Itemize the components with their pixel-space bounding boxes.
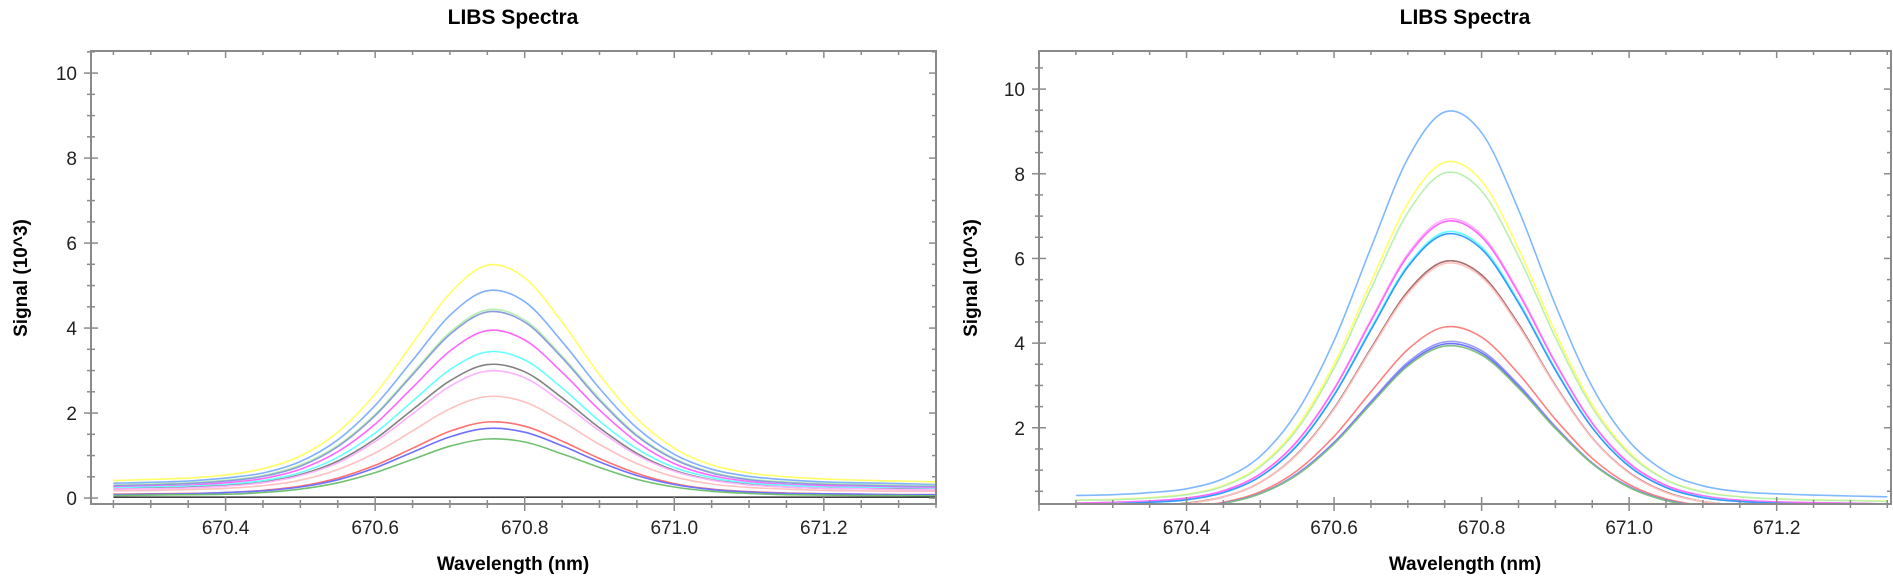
spectrum-line-7 — [1075, 232, 1870, 504]
spectrum-line-1 — [113, 263, 936, 483]
spectrum-line-2 — [1075, 160, 1888, 502]
spectrum-line-10 — [1171, 262, 1734, 504]
y-tick-label: 8 — [1014, 165, 1025, 186]
x-tick-label: 670.4 — [1163, 518, 1211, 539]
plot-area: 2 4 6 8 10 670.4 670.6 670.8 671.0 671.2 — [1004, 50, 1892, 539]
x-tick-label: 671.0 — [1605, 518, 1653, 539]
spectrum-line-1 — [1075, 110, 1888, 498]
spectrum-line-3 — [113, 308, 936, 487]
spectrum-line-13 — [1214, 342, 1690, 504]
x-tick-label: 670.6 — [351, 518, 399, 539]
plot-frame — [1038, 50, 1892, 505]
spectrum-line-4 — [1075, 217, 1888, 504]
spectrum-line-5 — [1075, 220, 1888, 504]
y-tick-label: 4 — [66, 319, 77, 340]
spectrum-line-9 — [113, 395, 936, 493]
x-tick-label: 670.8 — [1458, 518, 1506, 539]
spectrum-line-2 — [113, 289, 936, 486]
x-tick-label: 670.6 — [1310, 518, 1358, 539]
y-tick-label: 8 — [66, 149, 77, 170]
spectrum-line-6 — [1075, 230, 1870, 504]
spectrum-line-11 — [1209, 325, 1697, 504]
spectrum-line-12 — [1214, 340, 1692, 504]
spectrum-line-3 — [1075, 171, 1888, 503]
y-tick-label: 4 — [1014, 334, 1025, 355]
y-tick-label: 2 — [1014, 419, 1025, 440]
y-tick-label: 6 — [66, 234, 77, 255]
plot-frame — [90, 50, 937, 505]
x-tick-label: 671.2 — [800, 518, 848, 539]
x-tick-label: 671.0 — [651, 518, 699, 539]
plot-area: 0 2 4 6 8 10 670.4 670.6 670.8 671.0 671.2 — [56, 50, 937, 539]
chart-title: LIBS Spectra — [448, 6, 579, 29]
y-tick-label: 6 — [1014, 249, 1025, 270]
y-axis-label: Signal (10^3) — [11, 219, 32, 337]
spectrum-line-14 — [1216, 344, 1689, 504]
spectrum-line-5 — [113, 329, 936, 489]
spectrum-line-11 — [113, 427, 936, 496]
chart-title: LIBS Spectra — [1400, 6, 1531, 29]
right-chart: LIBS Spectra Wavelength (nm) Signal (10^… — [961, 6, 1892, 575]
spectrum-line-4 — [113, 310, 936, 488]
y-tick-label: 10 — [1004, 80, 1025, 101]
y-axis-label: Signal (10^3) — [961, 219, 982, 337]
y-tick-label: 2 — [66, 404, 77, 425]
left-chart: LIBS Spectra Wavelength (nm) Signal (10^… — [11, 6, 937, 575]
spectrum-line-8 — [1167, 259, 1734, 504]
spectrum-line-8 — [113, 369, 936, 491]
y-tick-label: 10 — [56, 64, 77, 85]
series-group — [113, 263, 936, 499]
spectrum-line-6 — [113, 350, 936, 490]
x-axis-label: Wavelength (nm) — [437, 554, 589, 575]
x-tick-label: 671.2 — [1753, 518, 1801, 539]
spectrum-line-12 — [113, 438, 936, 497]
x-axis-label: Wavelength (nm) — [1389, 554, 1541, 575]
spectrum-line-9 — [1167, 259, 1734, 504]
x-tick-label: 670.8 — [501, 518, 549, 539]
y-tick-label: 0 — [66, 489, 77, 510]
x-tick-label: 670.4 — [202, 518, 250, 539]
series-group — [1075, 110, 1888, 504]
